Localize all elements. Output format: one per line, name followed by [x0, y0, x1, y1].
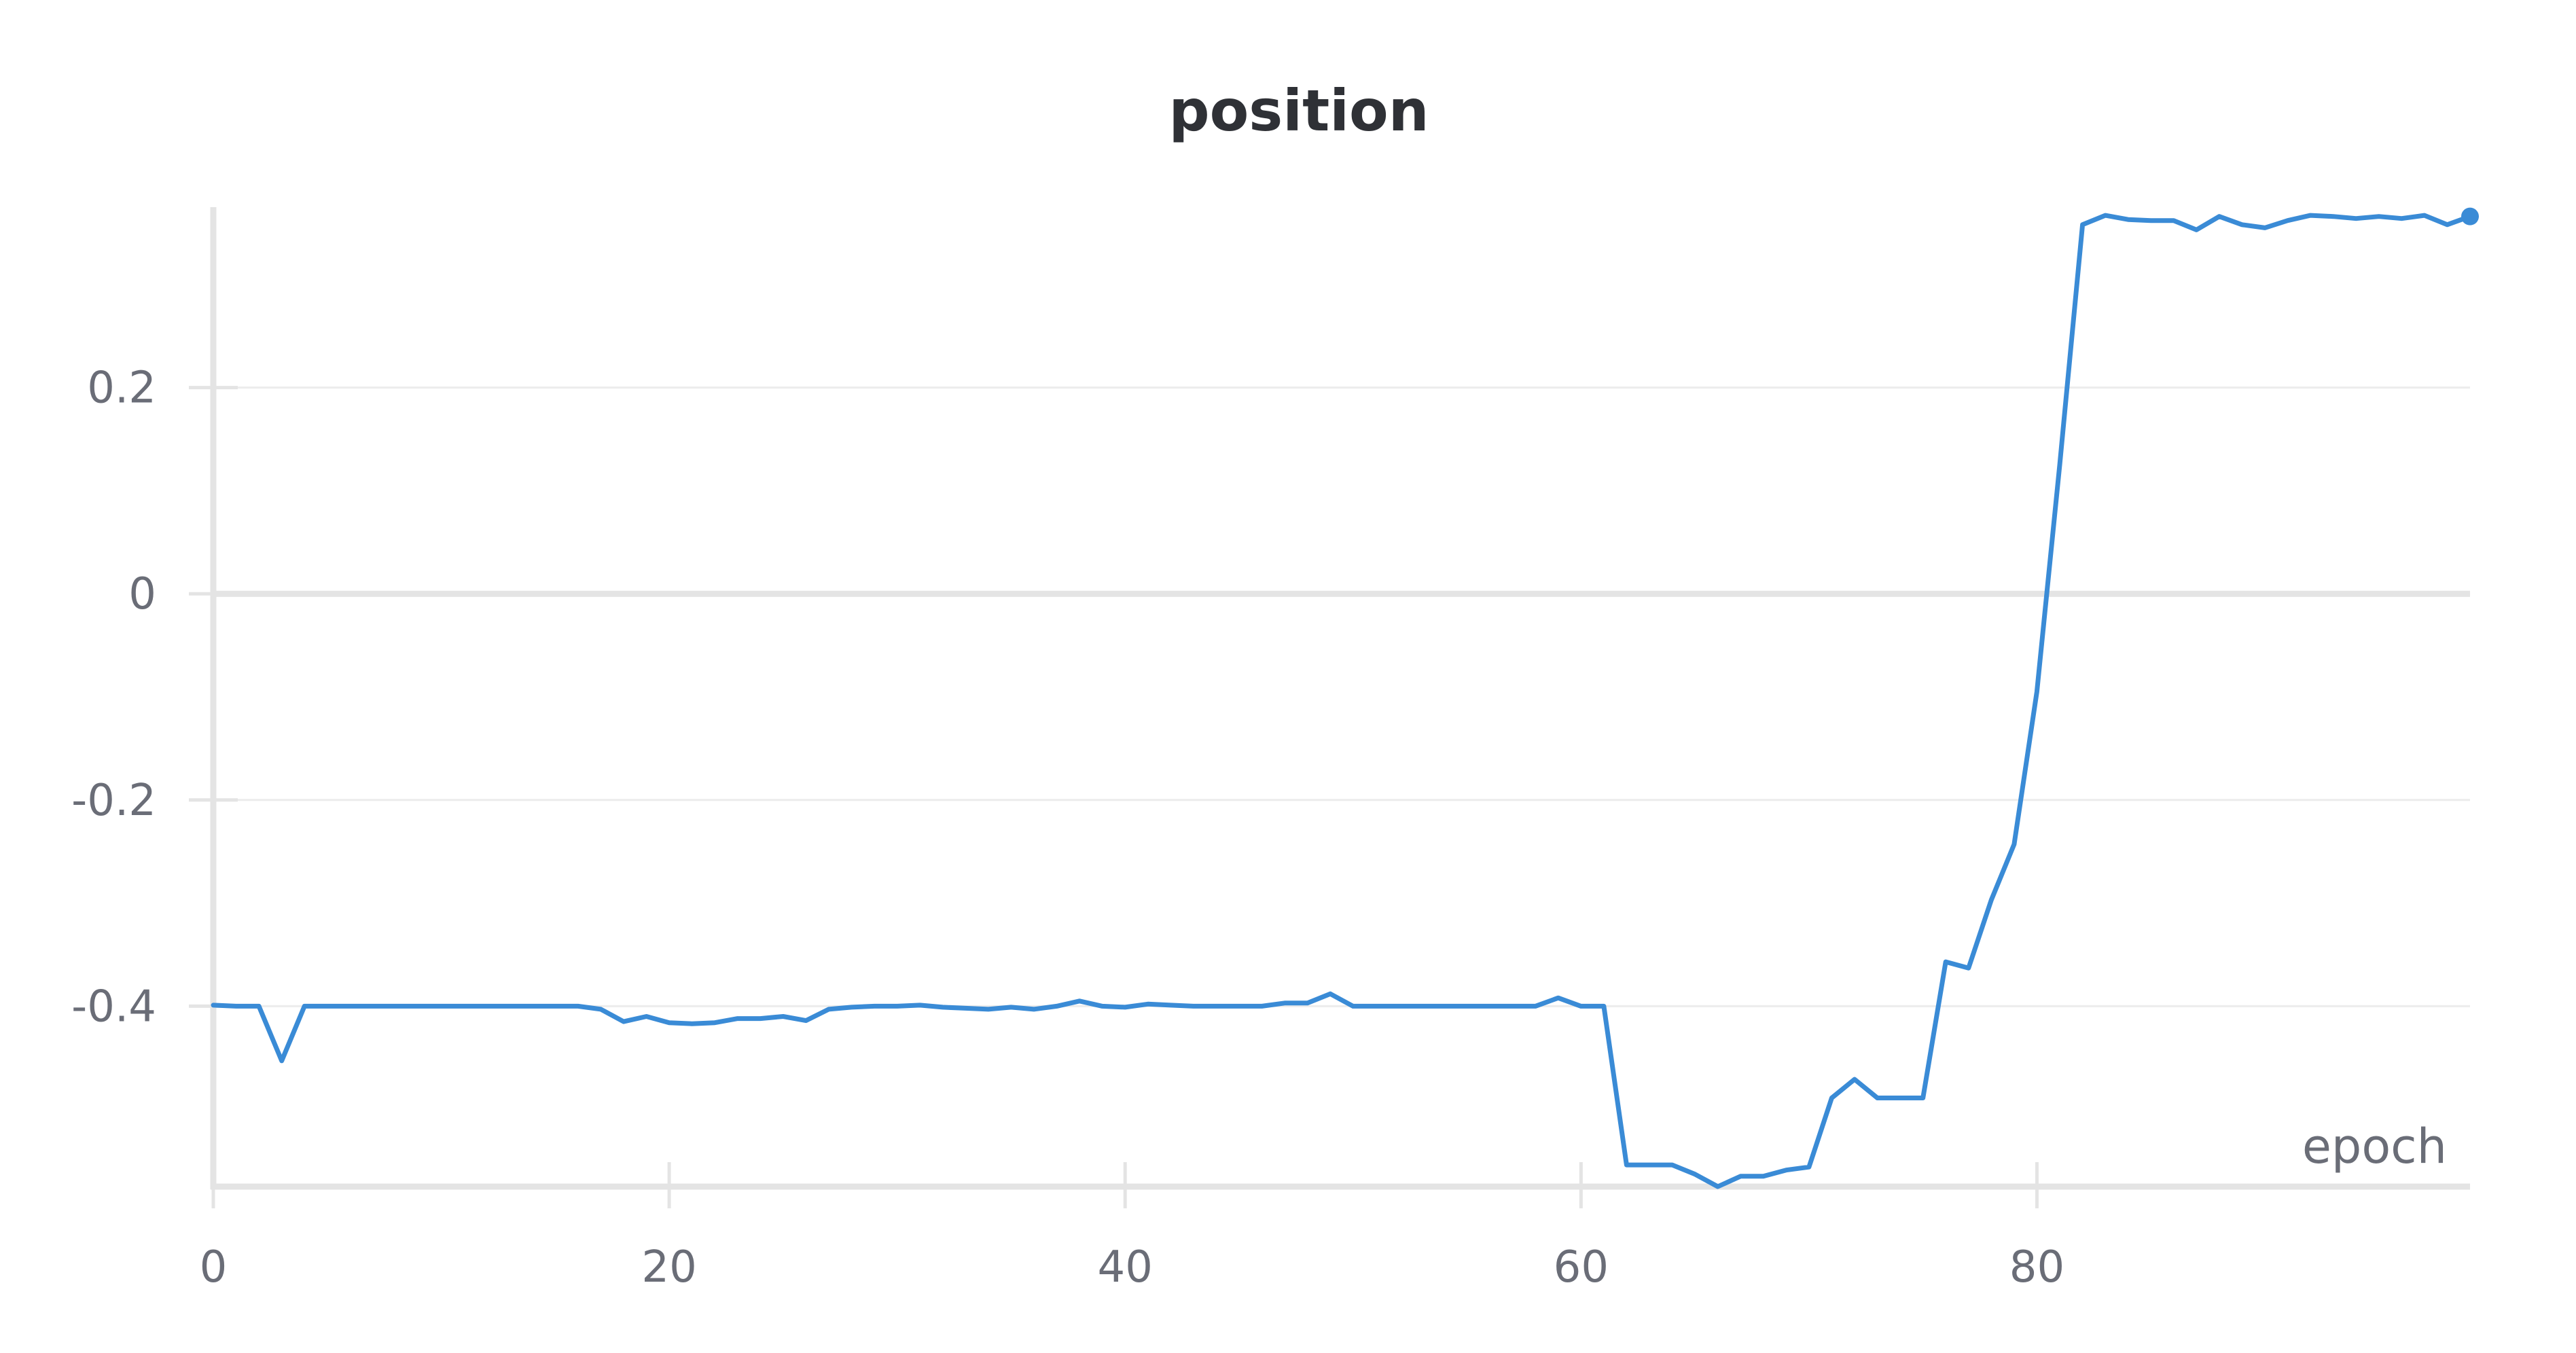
x-tick-label: 20 — [641, 1242, 696, 1293]
y-tick-label: 0.2 — [87, 363, 156, 414]
chart-title: position — [1168, 77, 1429, 144]
y-tick-label: -0.2 — [71, 776, 156, 826]
x-axis-label: epoch — [2302, 1119, 2447, 1174]
x-tick-label: 40 — [1098, 1242, 1153, 1293]
y-tick-label: 0 — [128, 569, 156, 619]
x-tick-label: 80 — [2009, 1242, 2064, 1293]
series-endpoint-marker — [2461, 208, 2479, 226]
y-tick-label: -0.4 — [71, 981, 156, 1032]
x-tick-label: 0 — [200, 1242, 228, 1293]
x-tick-label: 60 — [1554, 1242, 1609, 1293]
